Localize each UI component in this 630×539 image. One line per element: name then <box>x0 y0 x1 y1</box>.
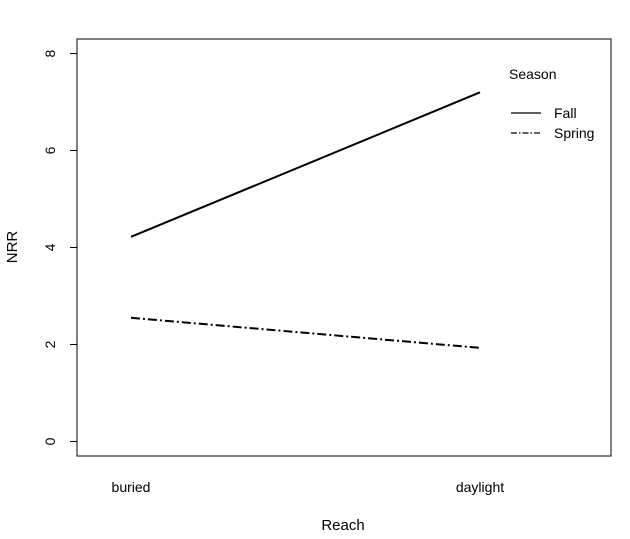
y-tick-label: 0 <box>42 437 58 445</box>
y-tick-label: 4 <box>42 243 58 251</box>
plot-frame <box>76 38 612 457</box>
y-tick-label: 6 <box>42 146 58 154</box>
legend-label-spring: Spring <box>554 125 594 141</box>
x-axis-title: Reach <box>321 517 364 534</box>
x-tick-label: daylight <box>456 479 504 495</box>
x-axis-labels: buried daylight <box>112 479 505 495</box>
y-tick-label: 2 <box>42 340 58 348</box>
legend: Season Fall Spring <box>509 66 594 141</box>
x-tick-label: buried <box>112 479 151 495</box>
y-tick-label: 8 <box>42 49 58 57</box>
series-line-spring <box>130 316 481 349</box>
series-line-fall <box>130 91 481 238</box>
y-axis-ticks: 0 2 4 6 8 <box>42 49 77 445</box>
y-axis-title: NRR <box>4 231 21 264</box>
legend-title: Season <box>509 66 556 82</box>
legend-label-fall: Fall <box>554 105 577 121</box>
series-lines <box>130 91 481 349</box>
